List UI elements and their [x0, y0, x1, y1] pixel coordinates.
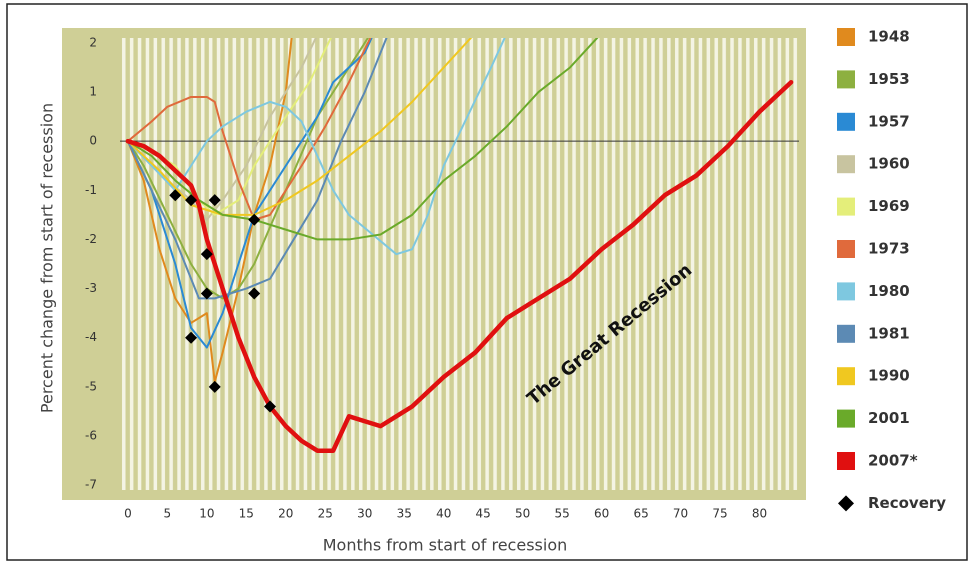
legend-label: 1980 [868, 282, 910, 300]
y-axis-label: Percent change from start of recession [38, 103, 57, 413]
x-tick-label: 20 [278, 507, 293, 521]
x-tick-label: 10 [199, 507, 214, 521]
x-tick-label: 60 [594, 507, 609, 521]
recovery-marker [185, 331, 198, 344]
recovery-marker [200, 287, 213, 300]
plot-area [120, 38, 799, 490]
series-line [126, 38, 473, 216]
legend-label: 2007* [868, 452, 918, 470]
recovery-marker [185, 194, 198, 207]
y-tick-label: 2 [89, 35, 97, 49]
series-group [125, 38, 794, 453]
x-tick-label: 45 [476, 507, 491, 521]
recovery-marker [248, 213, 261, 226]
y-tick-label: -5 [85, 379, 97, 393]
series-line [125, 79, 794, 453]
series-line [126, 38, 372, 221]
legend-label: 1969 [868, 197, 910, 215]
series-line [126, 38, 388, 300]
x-tick-label: 75 [712, 507, 727, 521]
y-tick-label: -7 [85, 478, 97, 492]
series-line [126, 38, 317, 221]
x-tick-label: 0 [124, 507, 132, 521]
legend-label: 1981 [868, 324, 910, 342]
legend-label: 1957 [868, 112, 910, 130]
y-tick-label: 0 [89, 134, 97, 148]
x-tick-label: 5 [164, 507, 172, 521]
legend-label: 2001 [868, 409, 910, 427]
series-line [126, 38, 599, 241]
legend-label: 1973 [868, 240, 910, 258]
y-tick-label: -4 [85, 330, 97, 344]
x-tick-label: 50 [515, 507, 530, 521]
legend-swatch [837, 367, 855, 386]
legend-label: 1948 [868, 28, 910, 46]
y-tick-label: -2 [85, 232, 97, 246]
y-tick-label: -1 [85, 183, 97, 197]
legend-swatch [837, 155, 855, 174]
legend-swatch [837, 112, 855, 131]
legend-swatch [837, 240, 855, 258]
x-tick-label: 30 [357, 507, 372, 521]
legend-swatch [837, 282, 855, 301]
y-tick-label: -3 [85, 281, 97, 295]
x-tick-label: 80 [752, 507, 767, 521]
series-line [126, 38, 506, 256]
legend-label: 1990 [868, 367, 910, 385]
legend-swatch [837, 197, 855, 216]
x-tick-label: 40 [436, 507, 451, 521]
recovery-marker [264, 400, 277, 413]
legend-label: Recovery [868, 494, 946, 512]
legend-swatch [837, 28, 855, 46]
y-tick-label: 1 [89, 85, 97, 99]
legend-swatch [837, 324, 855, 343]
x-tick-label: 25 [318, 507, 333, 521]
legend-swatch [837, 70, 855, 89]
series-line [126, 38, 373, 349]
legend-label: 1953 [868, 70, 910, 88]
x-tick-label: 55 [554, 507, 569, 521]
x-tick-label: 35 [397, 507, 412, 521]
recovery-marker [248, 287, 261, 300]
legend-label: 1960 [868, 155, 910, 173]
recovery-marker [200, 248, 213, 261]
legend-swatch [837, 452, 855, 470]
legend-marker [838, 495, 854, 512]
recovery-marker [208, 194, 221, 207]
recovery-marker [169, 189, 182, 202]
x-tick-label: 70 [673, 507, 688, 521]
y-tick-label: -6 [85, 428, 97, 442]
legend-swatch [837, 409, 855, 428]
recovery-marker [208, 380, 221, 393]
x-tick-label: 15 [239, 507, 254, 521]
x-axis-label: Months from start of recession [323, 536, 568, 555]
x-tick-label: 65 [633, 507, 648, 521]
